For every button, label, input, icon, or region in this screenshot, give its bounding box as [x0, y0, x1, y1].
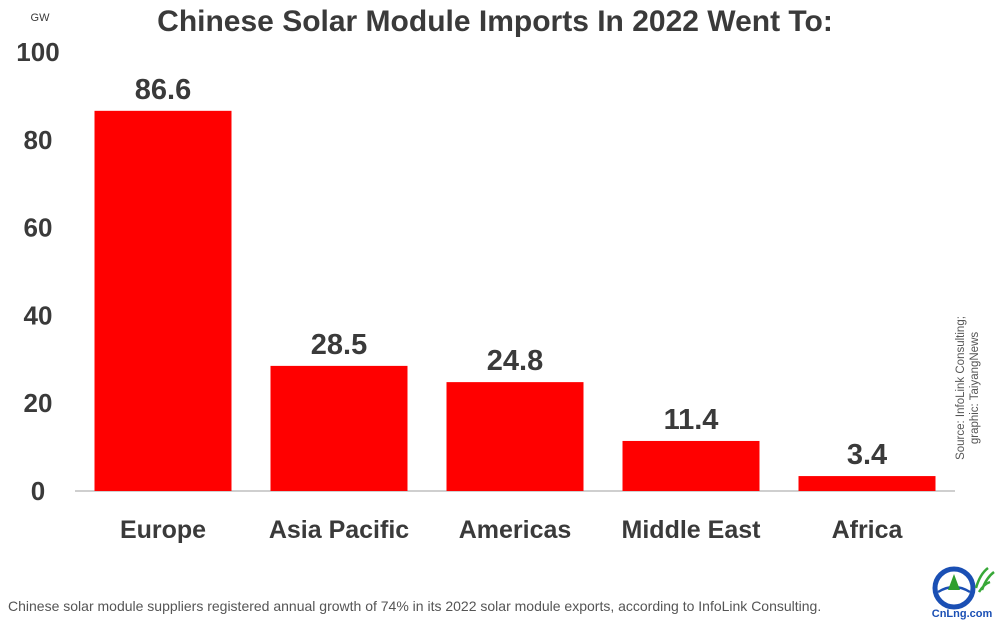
y-tick-label: 40 — [24, 300, 53, 330]
x-tick-label: Africa — [832, 516, 904, 544]
y-tick-label: 100 — [16, 37, 59, 67]
bars-group: 86.6 28.5 24.8 11.4 3.4 — [94, 74, 936, 492]
y-unit-label: GW — [31, 12, 51, 24]
y-tick-label: 20 — [24, 388, 53, 418]
x-tick-label: Americas — [459, 516, 572, 544]
x-tick-label: Europe — [120, 516, 206, 544]
graphic-credit: graphic: TaiyangNews — [969, 331, 981, 445]
data-label: 24.8 — [487, 345, 543, 377]
y-tick-label: 80 — [24, 125, 53, 155]
x-tick-label: Middle East — [622, 516, 762, 544]
bar — [270, 365, 408, 491]
data-label: 3.4 — [847, 439, 887, 471]
bar — [94, 110, 232, 492]
y-axis: 0 20 40 60 80 100 — [16, 37, 59, 506]
data-label: 11.4 — [664, 404, 719, 436]
bar — [798, 476, 936, 491]
cnlng-logo-icon[interactable]: CnLng.com — [926, 566, 998, 620]
bar — [622, 440, 760, 491]
y-tick-label: 0 — [31, 476, 45, 506]
caption: Chinese solar module suppliers registere… — [8, 598, 822, 614]
bar — [446, 382, 584, 491]
source-line: Source: InfoLink Consulting; — [955, 316, 967, 460]
data-label: 86.6 — [135, 74, 191, 106]
source-note: Source: InfoLink Consulting; graphic: Ta… — [954, 316, 982, 460]
y-tick-label: 60 — [24, 213, 53, 243]
chart-title: Chinese Solar Module Imports In 2022 Wen… — [157, 5, 833, 38]
data-label: 28.5 — [311, 329, 367, 361]
x-tick-label: Asia Pacific — [269, 516, 409, 544]
x-axis: Europe Asia Pacific Americas Middle East Afr… — [120, 516, 904, 544]
logo-text: CnLng.com — [932, 608, 993, 620]
